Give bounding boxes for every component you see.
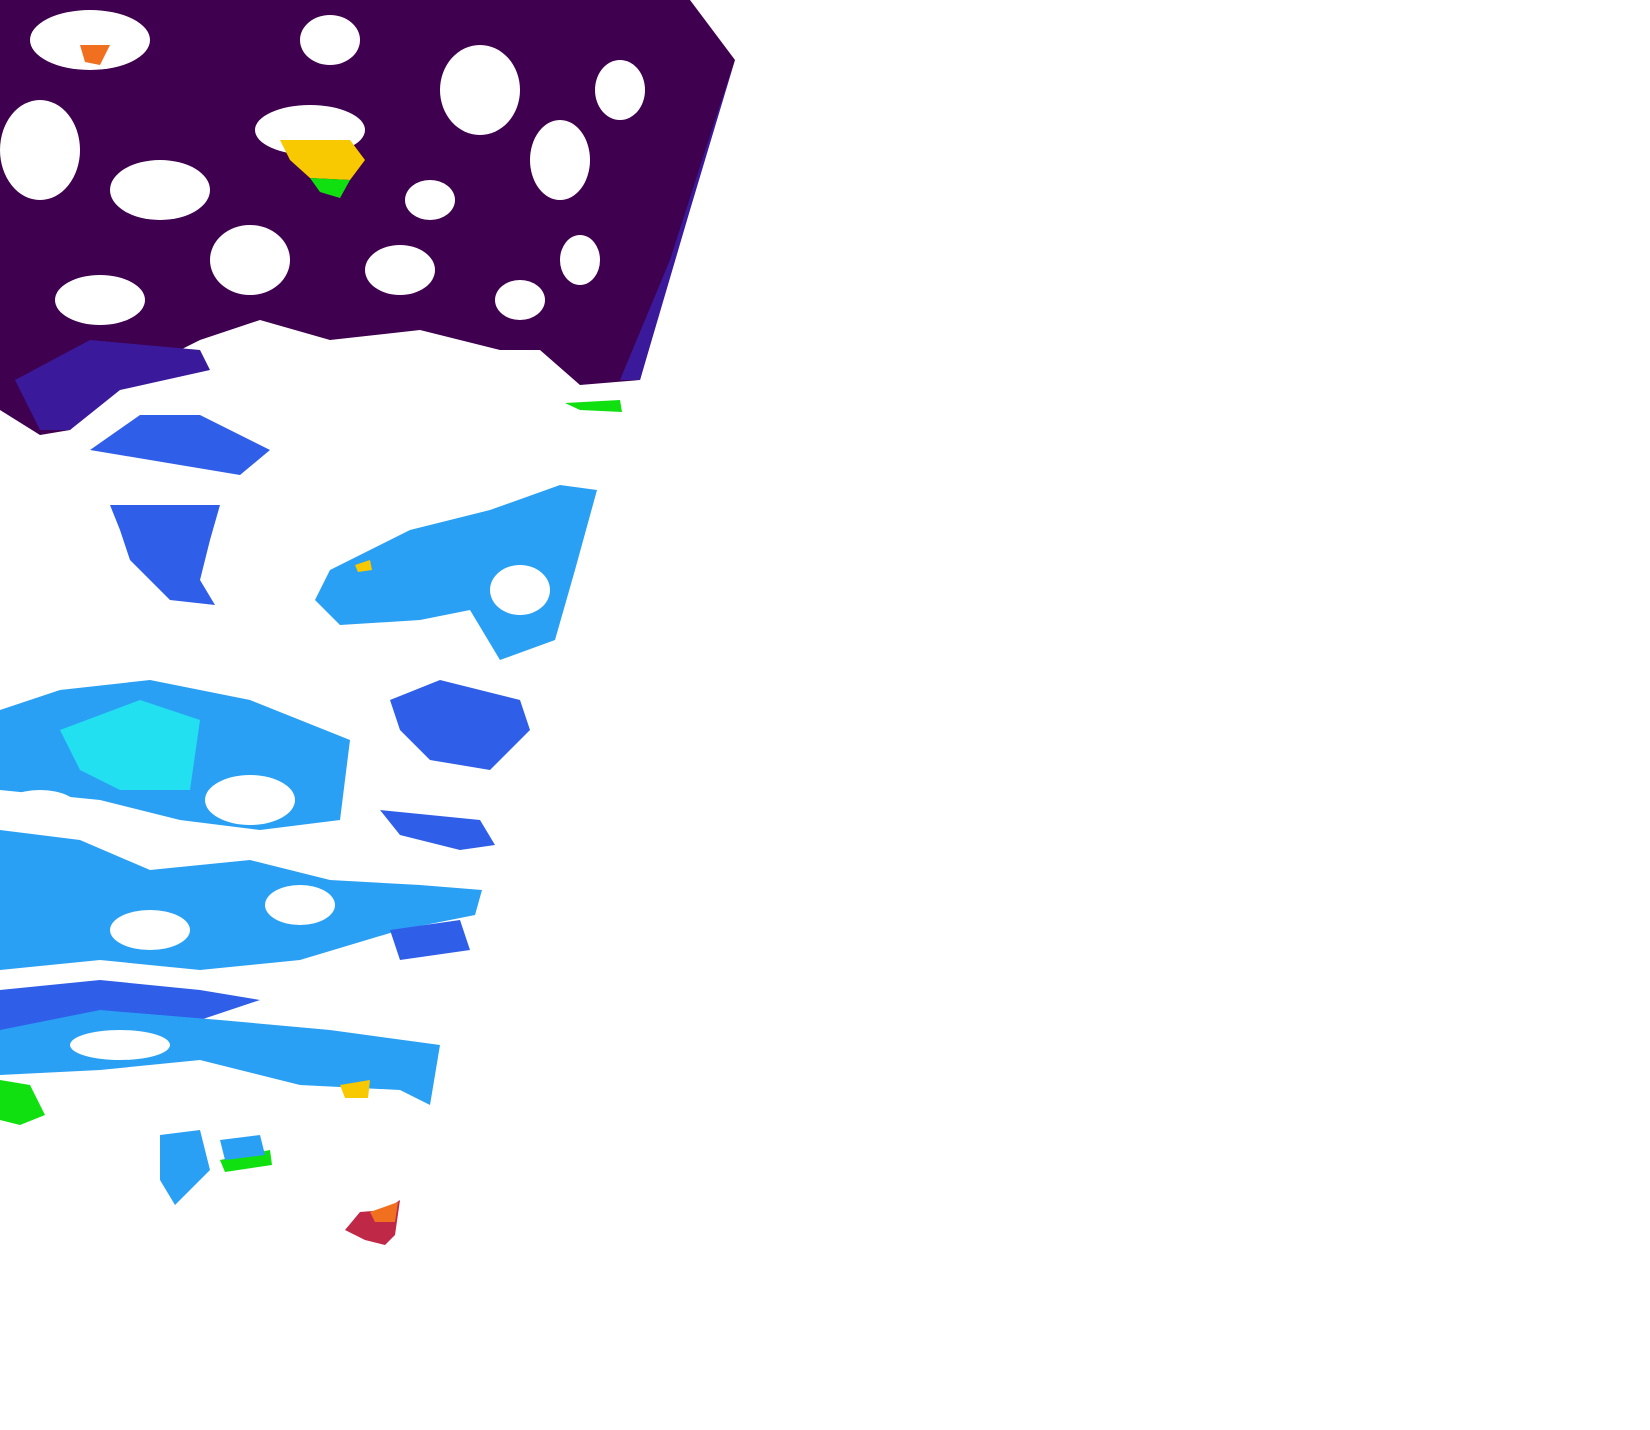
swath-middle-blue-region [90,415,597,660]
cloud-gaps-north [0,10,645,325]
hot-spots-south [0,1080,400,1245]
data-patch [0,1010,440,1105]
data-patch [355,560,372,572]
data-patch [220,1135,265,1160]
data-patch [0,1080,45,1125]
data-patch [90,415,270,475]
data-patch [15,340,210,430]
data-patch [160,1130,210,1205]
data-patch [390,680,530,770]
data-patch [565,400,622,412]
cloud-gaps-south [0,775,335,1060]
data-patch [380,810,495,850]
data-patch [280,140,365,180]
data-patch [315,485,597,660]
data-patch [80,45,110,65]
data-patch [310,178,350,198]
swath-north-dark-region [0,0,735,435]
data-patch [370,1202,398,1222]
data-patch [340,1080,370,1098]
data-patch [110,505,220,605]
data-patch [60,700,200,790]
data-patch [0,0,735,435]
data-patch [390,920,470,960]
hot-spots-north [80,45,622,412]
